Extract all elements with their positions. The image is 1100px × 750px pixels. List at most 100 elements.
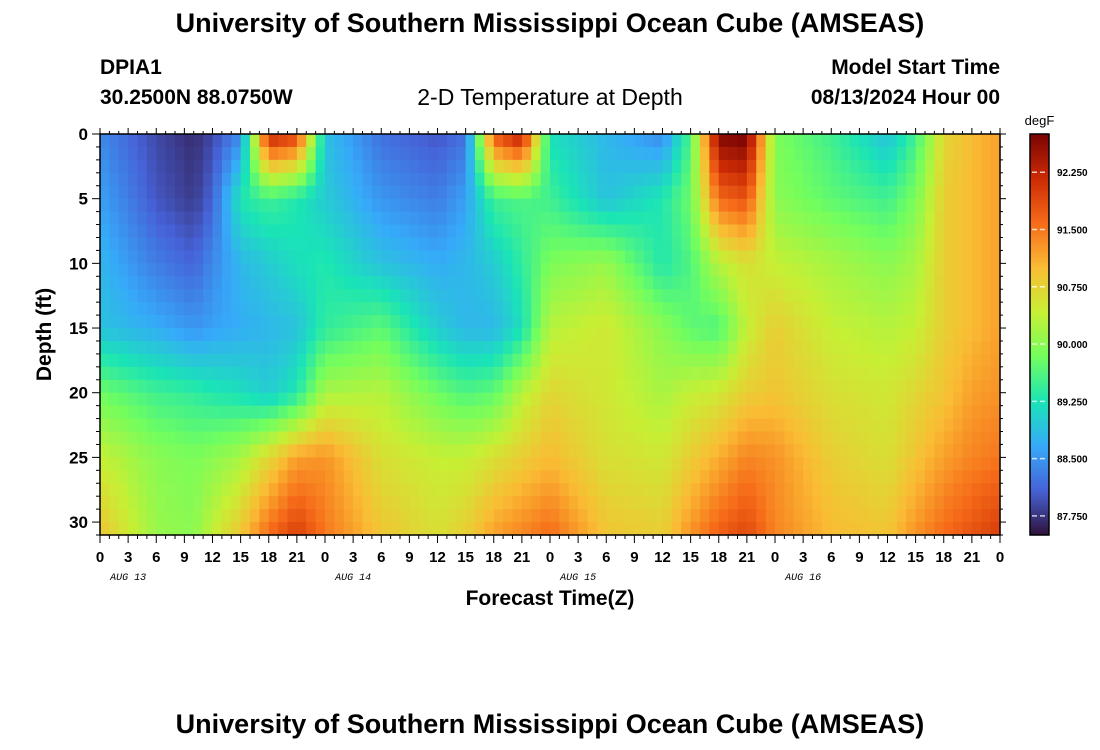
heatmap-cell <box>643 405 654 420</box>
heatmap-cell <box>990 340 1001 355</box>
colorbar-tick-label: 92.250 <box>1057 168 1088 179</box>
heatmap-cell <box>728 146 739 161</box>
heatmap-cell <box>559 250 570 264</box>
heatmap-cell <box>203 134 214 148</box>
heatmap-cell <box>775 185 785 200</box>
heatmap-cell <box>521 146 532 161</box>
heatmap-cell <box>568 134 579 148</box>
heatmap-cell <box>128 340 139 355</box>
heatmap-cell <box>231 483 242 497</box>
heatmap-cell <box>418 353 429 368</box>
heatmap-cell <box>737 392 748 407</box>
heatmap-cell <box>775 366 785 381</box>
heatmap-cell <box>100 134 110 148</box>
heatmap-cell <box>325 224 335 239</box>
heatmap-cell <box>962 522 973 536</box>
heatmap-cell <box>343 353 354 368</box>
heatmap-cell <box>671 328 682 342</box>
heatmap-cell <box>306 431 317 446</box>
heatmap-cell <box>315 263 326 277</box>
heatmap-cell <box>606 457 617 471</box>
heatmap-cell <box>109 340 120 355</box>
heatmap-cell <box>250 418 260 433</box>
heatmap-cell <box>137 134 148 148</box>
heatmap-cell <box>428 289 439 303</box>
heatmap-cell <box>831 509 842 523</box>
heatmap-cell <box>259 159 270 174</box>
heatmap-cell <box>625 276 635 290</box>
heatmap-cell <box>446 340 457 355</box>
heatmap-cell <box>625 250 635 264</box>
heatmap-cell <box>587 159 598 174</box>
heatmap-cell <box>128 353 139 368</box>
heatmap-cell <box>634 418 645 433</box>
heatmap-cell <box>531 366 542 381</box>
heatmap-cell <box>812 340 823 355</box>
heatmap-cell <box>943 159 954 174</box>
heatmap-cell <box>915 496 926 510</box>
heatmap-cell <box>587 250 598 264</box>
heatmap-cell <box>793 366 804 381</box>
heatmap-cell <box>390 509 401 523</box>
heatmap-cell <box>690 444 701 458</box>
heatmap-cell <box>175 237 185 252</box>
heatmap-cell <box>428 379 439 394</box>
heatmap-cell <box>718 134 729 148</box>
heatmap-cell <box>868 418 879 433</box>
heatmap-cell <box>765 172 776 187</box>
heatmap-cell <box>418 185 429 200</box>
heatmap-cell <box>287 263 298 277</box>
heatmap-cell <box>878 276 889 290</box>
heatmap-cell <box>165 328 176 342</box>
heatmap-cell <box>850 444 860 458</box>
heatmap-cell <box>343 522 354 536</box>
heatmap-cell <box>165 405 176 420</box>
heatmap-cell <box>634 134 645 148</box>
heatmap-cell <box>718 509 729 523</box>
heatmap-cell <box>371 185 382 200</box>
heatmap-cell <box>625 353 635 368</box>
heatmap-cell <box>231 328 242 342</box>
heatmap-cell <box>287 470 298 484</box>
heatmap-cell <box>465 185 476 200</box>
heatmap-cell <box>165 263 176 277</box>
heatmap-cell <box>915 289 926 303</box>
heatmap-cell <box>278 483 289 497</box>
heatmap-cell <box>296 289 307 303</box>
heatmap-cell <box>465 302 476 316</box>
heatmap-cell <box>653 302 664 316</box>
heatmap-cell <box>325 522 335 536</box>
heatmap-cell <box>803 483 814 497</box>
heatmap-cell <box>156 340 167 355</box>
heatmap-cell <box>371 392 382 407</box>
colorbar-tick-label: 91.500 <box>1057 225 1088 236</box>
heatmap-cell <box>821 302 832 316</box>
heatmap-cell <box>971 444 982 458</box>
heatmap-cell <box>868 315 879 329</box>
heatmap-cell <box>146 211 157 226</box>
heatmap-cell <box>596 237 607 252</box>
heatmap-cell <box>400 237 410 252</box>
heatmap-cell <box>390 379 401 394</box>
heatmap-cell <box>990 392 1001 407</box>
heatmap-cell <box>700 172 710 187</box>
heatmap-cell <box>109 224 120 239</box>
heatmap-cell <box>737 185 748 200</box>
heatmap-cell <box>784 340 795 355</box>
heatmap-cell <box>962 289 973 303</box>
heatmap-cell <box>428 392 439 407</box>
heatmap-cell <box>165 302 176 316</box>
heatmap-cell <box>681 250 692 264</box>
heatmap-cell <box>503 483 514 497</box>
heatmap-cell <box>203 315 214 329</box>
heatmap-cell <box>315 483 326 497</box>
heatmap-cell <box>296 146 307 161</box>
heatmap-cell <box>578 250 589 264</box>
heatmap-cell <box>737 237 748 252</box>
heatmap-cell <box>737 289 748 303</box>
heatmap-cell <box>971 146 982 161</box>
heatmap-cell <box>475 470 485 484</box>
heatmap-cell <box>371 159 382 174</box>
heatmap-cell <box>756 224 767 239</box>
heatmap-cell <box>184 353 195 368</box>
